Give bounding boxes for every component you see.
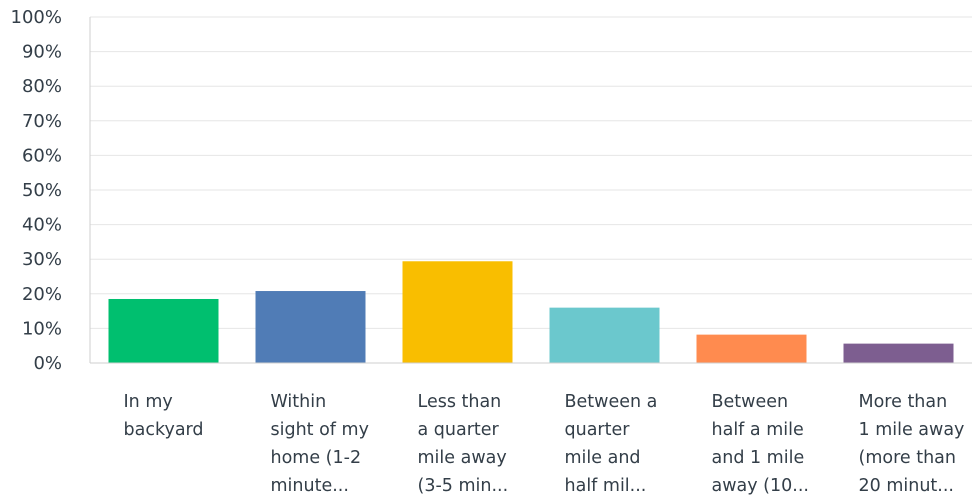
x-category-label-line: More than [859, 392, 948, 412]
y-axis: 0% 10% 20% 30% 40% 50% 60% 70% 80% 90% 100% [11, 7, 91, 374]
x-category-label-line: minute... [271, 476, 349, 496]
bar[interactable] [843, 343, 954, 363]
x-category-label-line: Between a [565, 392, 658, 412]
x-category-label-line: Between [712, 392, 789, 412]
bar[interactable] [108, 298, 219, 363]
bar[interactable] [255, 291, 366, 363]
bar[interactable] [402, 261, 513, 363]
x-category-label-line: Less than [418, 392, 502, 412]
x-category-label: Between a quarter mile and half mil... [565, 392, 658, 496]
x-category-label-line: sight of my [271, 420, 369, 440]
x-category-label-line: backyard [124, 420, 204, 440]
x-category-label-line: and 1 mile [712, 448, 805, 468]
y-tick-label: 80% [22, 76, 62, 97]
y-tick-label: 10% [22, 318, 62, 339]
x-axis: In my backyard Within sight of my home (1-2 m… [90, 362, 972, 496]
x-category-label: Less than a quarter mile away (3-5 min... [418, 392, 509, 496]
x-category-label: In my backyard [124, 392, 204, 440]
x-category-label-line: away (10... [712, 476, 809, 496]
x-category-label-line: a quarter [418, 420, 500, 440]
x-category-label-line: mile away [418, 448, 507, 468]
x-category-label-line: mile and [565, 448, 641, 468]
x-category-label: Between half a mile and 1 mile away (10... [712, 392, 809, 496]
x-category-label-line: half a mile [712, 420, 804, 440]
y-tick-label: 0% [33, 353, 62, 374]
x-category-label-line: 20 minut... [859, 476, 954, 496]
y-tick-label: 90% [22, 42, 62, 63]
y-tick-label: 20% [22, 284, 62, 305]
y-tick-label: 40% [22, 215, 62, 236]
x-category-label-line: quarter [565, 420, 631, 440]
x-category-label-line: Within [271, 392, 327, 412]
x-category-label-line: half mil... [565, 476, 647, 496]
bars [108, 261, 954, 363]
y-tick-label: 60% [22, 145, 62, 166]
y-tick-label: 50% [22, 180, 62, 201]
x-category-label-line: (more than [859, 448, 957, 468]
x-category-label-line: (3-5 min... [418, 476, 509, 496]
x-category-label-line: home (1-2 [271, 448, 362, 468]
y-tick-label: 30% [22, 249, 62, 270]
bar[interactable] [696, 334, 807, 363]
x-category-label-line: In my [124, 392, 173, 412]
x-category-label: Within sight of my home (1-2 minute... [271, 392, 369, 496]
x-category-label-line: 1 mile away [859, 420, 965, 440]
x-category-label: More than 1 mile away (more than 20 minut..… [859, 392, 965, 496]
gridlines [90, 16, 972, 329]
bar[interactable] [549, 307, 660, 363]
y-tick-label: 70% [22, 111, 62, 132]
y-tick-label: 100% [11, 7, 62, 28]
